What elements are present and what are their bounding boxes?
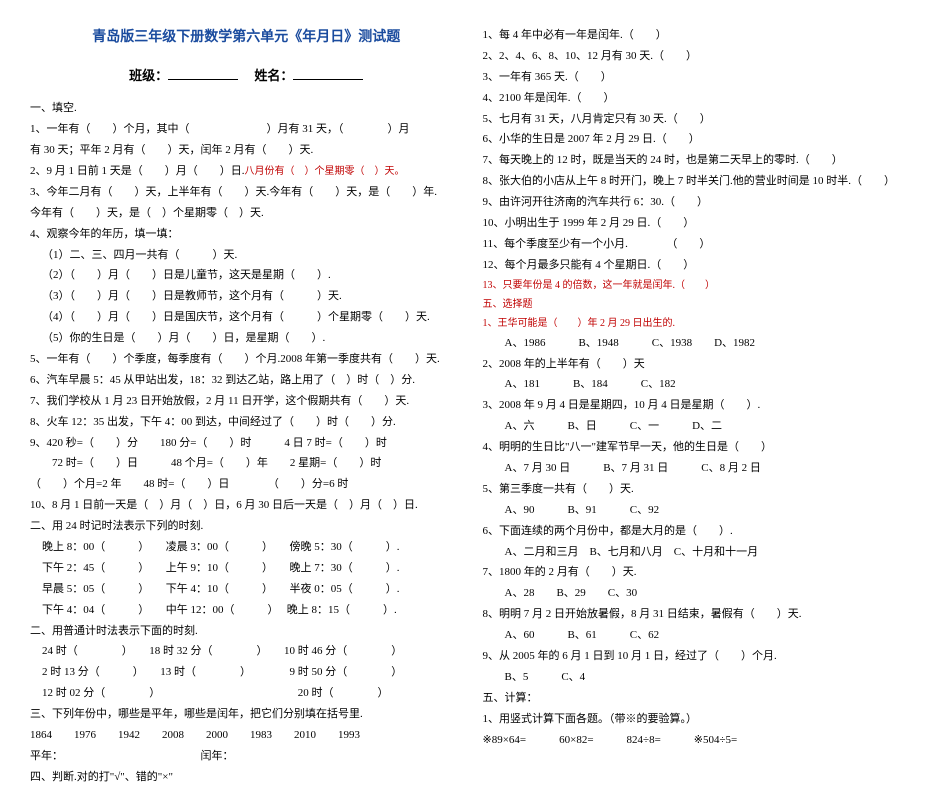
q1-4-5: （5）你的生日是（ ）月（ ）日，是星期（ ）. [30, 328, 463, 349]
j13: 13、只要年份是 4 的倍数，这一年就是闰年.（ ） [483, 276, 916, 295]
sec6-header: 五、计算： [483, 688, 916, 709]
q2-1c: 早晨 5：05（ ） 下午 4：10（ ） 半夜 0：05（ ）. [30, 579, 463, 600]
sec2b-header: 二、用普通计时法表示下面的时刻. [30, 621, 463, 642]
page-title: 青岛版三年级下册数学第六单元《年月日》测试题 [30, 25, 463, 52]
name-blank [293, 67, 363, 80]
q1-2b: 八月份有（ ）个星期零（ ）天。 [245, 166, 405, 177]
c1-opts: A、1986 B、1948 C、1938 D、1982 [483, 333, 916, 354]
c8-opts: A、60 B、61 C、62 [483, 625, 916, 646]
c5-opts: A、90 B、91 C、92 [483, 500, 916, 521]
q1-4-4: （4）（ ）月（ ）日是国庆节，这个月有（ ）个星期零（ ）天. [30, 307, 463, 328]
right-column: 1、每 4 年中必有一年是闰年.（ ） 2、2、4、6、8、10、12 月有 3… [473, 25, 926, 642]
q1-1a: 1、一年有（ ）个月，其中（ ）月有 31 天，（ ）月 [30, 119, 463, 140]
q2-1d: 下午 4：04（ ） 中午 12：00（ ） 晚上 8：15（ ）. [30, 600, 463, 621]
class-label: 班级： [129, 68, 168, 83]
j3: 3、一年有 365 天.（ ） [483, 67, 916, 88]
q1-3b: 今年有（ ）天，是（ ）个星期零（ ）天. [30, 203, 463, 224]
c7-opts: A、28 B、29 C、30 [483, 583, 916, 604]
c2: 2、2008 年的上半年有（ ）天 [483, 354, 916, 375]
j12: 12、每个月最多只能有 4 个星期日.（ ） [483, 255, 916, 276]
j7: 7、每天晚上的 12 时，既是当天的 24 时，也是第二天早上的零时.（ ） [483, 150, 916, 171]
q1-3a: 3、今年二月有（ ）天，上半年有（ ）天.今年有（ ）天，是（ ）年. [30, 182, 463, 203]
j1: 1、每 4 年中必有一年是闰年.（ ） [483, 25, 916, 46]
sec4-header: 四、判断.对的打"√"、错的"×" [30, 767, 463, 788]
c8: 8、明明 7 月 2 日开始放暑假，8 月 31 日结束，暑假有（ ）天. [483, 604, 916, 625]
j8: 8、张大伯的小店从上午 8 时开门，晚上 7 时半关门.他的营业时间是 10 时… [483, 171, 916, 192]
q3-years: 1864 1976 1942 2008 2000 1983 2010 1993 [30, 725, 463, 746]
c6: 6、下面连续的两个月份中，都是大月的是（ ）. [483, 521, 916, 542]
sec3-header: 三、下列年份中，哪些是平年，哪些是闰年，把它们分别填在括号里. [30, 704, 463, 725]
j5: 5、七月有 31 天，八月肯定只有 30 天.（ ） [483, 109, 916, 130]
q1-1d: 有 30 天；平年 2 月有（ ）天，闰年 2 月有（ ）天. [30, 140, 463, 161]
c3: 3、2008 年 9 月 4 日是星期四，10 月 4 日是星期（ ）. [483, 395, 916, 416]
j4: 4、2100 年是闰年.（ ） [483, 88, 916, 109]
section-1-header: 一、填空. [30, 98, 463, 119]
c3-opts: A、六 B、日 C、一 D、二 [483, 416, 916, 437]
q1-2a: 2、9 月 1 日前 1 天是（ ）月（ ）日. [30, 165, 245, 177]
q1-4-1: （1）二、三、四月一共有（ ）天. [30, 245, 463, 266]
q2-1b: 下午 2：45（ ） 上午 9：10（ ） 晚上 7：30（ ）. [30, 558, 463, 579]
q1-9a: 9、420 秒=（ ）分 180 分=（ ）时 4 日 7 时=（ ）时 [30, 433, 463, 454]
left-column: 青岛版三年级下册数学第六单元《年月日》测试题 班级： 姓名： 一、填空. 1、一… [20, 25, 473, 642]
sec2-header: 二、用 24 时记时法表示下列的时刻. [30, 516, 463, 537]
q1-4h: 4、观察今年的年历，填一填： [30, 224, 463, 245]
q1-9c: （ ）个月=2 年 48 时=（ ）日 （ ）分=6 时 [30, 474, 463, 495]
j11: 11、每个季度至少有一个小月. （ ） [483, 234, 916, 255]
name-label: 姓名： [254, 68, 293, 83]
c9: 9、从 2005 年的 6 月 1 日到 10 月 1 日，经过了（ ）个月. [483, 646, 916, 667]
c10: 1、用竖式计算下面各题。（带※的要验算。） [483, 709, 916, 730]
j2: 2、2、4、6、8、10、12 月有 30 天.（ ） [483, 46, 916, 67]
q1-1c-text: ）月 [388, 123, 410, 135]
c7: 7、1800 年的 2 月有（ ）天. [483, 562, 916, 583]
student-info: 班级： 姓名： [30, 64, 463, 89]
q2b-a: 24 时（ ） 18 时 32 分（ ） 10 时 46 分（ ） [30, 641, 463, 662]
c9-opts: B、5 C、4 [483, 667, 916, 688]
c5: 5、第三季度一共有（ ）天. [483, 479, 916, 500]
sec5-header: 五、选择题 [483, 295, 916, 314]
c4-opts: A、7 月 30 日 B、7 月 31 日 C、8 月 2 日 [483, 458, 916, 479]
q1-4-2: （2）（ ）月（ ）日是儿童节，这天是星期（ ）. [30, 265, 463, 286]
q3-answers: 平年： 闰年： [30, 746, 463, 767]
q1-1b-text: ）月有 31 天，（ [267, 123, 344, 135]
q1-5: 5、一年有（ ）个季度，每季度有（ ）个月.2008 年第一季度共有（ ）天. [30, 349, 463, 370]
q1-6: 6、汽车早晨 5：45 从甲站出发，18：32 到达乙站，路上用了（ ）时（ ）… [30, 370, 463, 391]
c10-opts: ※89×64= 60×82= 824÷8= ※504÷5= [483, 730, 916, 751]
c1: 1、王华可能是（ ）年 2 月 29 日出生的. [483, 314, 916, 333]
c6-opts: A、二月和三月 B、七月和八月 C、十月和十一月 [483, 542, 916, 563]
q1-8: 8、火车 12：35 出发，下午 4：00 到达，中间经过了（ ）时（ ）分. [30, 412, 463, 433]
c2-opts: A、181 B、184 C、182 [483, 374, 916, 395]
q1-10: 10、8 月 1 日前一天是（ ）月（ ）日，6 月 30 日后一天是（ ）月（… [30, 495, 463, 516]
q1-7: 7、我们学校从 1 月 23 日开始放假，2 月 11 日开学，这个假期共有（ … [30, 391, 463, 412]
q2b-b: 2 时 13 分（ ） 13 时（ ） 9 时 50 分（ ） [30, 662, 463, 683]
q1-2: 2、9 月 1 日前 1 天是（ ）月（ ）日.八月份有（ ）个星期零（ ）天。 [30, 161, 463, 182]
q2b-c: 12 时 02 分（ ） 20 时（ ） [30, 683, 463, 704]
j9: 9、由许河开往济南的汽车共行 6：30.（ ） [483, 192, 916, 213]
q2-1a: 晚上 8：00（ ） 凌晨 3：00（ ） 傍晚 5：30（ ）. [30, 537, 463, 558]
class-blank [168, 67, 238, 80]
j6: 6、小华的生日是 2007 年 2 月 29 日.（ ） [483, 129, 916, 150]
j10: 10、小明出生于 1999 年 2 月 29 日.（ ） [483, 213, 916, 234]
q1-9b: 72 时=（ ）日 48 个月=（ ）年 2 星期=（ ）时 [30, 453, 463, 474]
q1-1a-text: 1、一年有（ ）个月，其中（ [30, 123, 190, 135]
q1-4-3: （3）（ ）月（ ）日是教师节，这个月有（ ）天. [30, 286, 463, 307]
c4: 4、明明的生日比"八一"建军节早一天，他的生日是（ ） [483, 437, 916, 458]
